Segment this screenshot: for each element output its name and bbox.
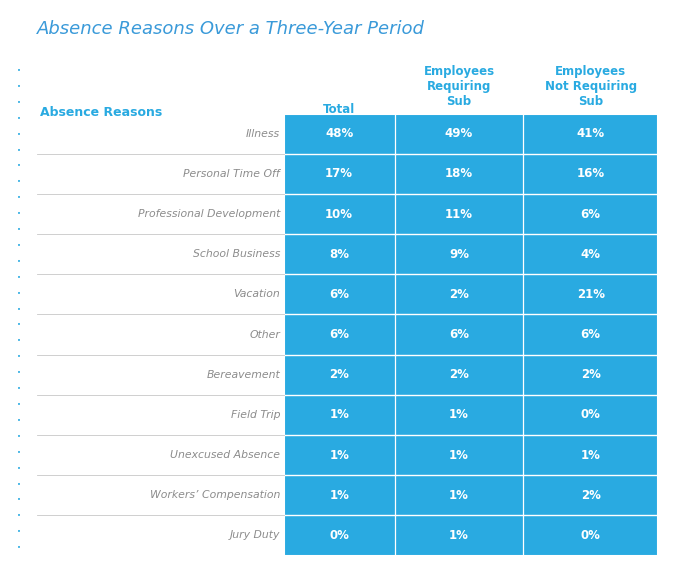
Text: •: •	[17, 450, 21, 456]
Text: 2%: 2%	[329, 368, 349, 381]
Text: •: •	[17, 100, 21, 106]
Bar	[284, 154, 658, 194]
Text: •: •	[17, 179, 21, 185]
Text: •: •	[17, 132, 21, 137]
Text: 21%: 21%	[576, 288, 605, 301]
Bar	[284, 234, 658, 274]
Text: 4%: 4%	[580, 248, 601, 261]
Text: 0%: 0%	[329, 529, 349, 542]
Text: 41%: 41%	[576, 127, 605, 140]
Text: •: •	[17, 386, 21, 392]
Text: •: •	[17, 354, 21, 360]
Text: 1%: 1%	[449, 449, 469, 462]
Text: •: •	[17, 291, 21, 296]
Bar	[284, 395, 658, 435]
Text: 1%: 1%	[329, 408, 349, 421]
Text: Absence Reasons: Absence Reasons	[40, 106, 163, 119]
Bar	[284, 354, 658, 395]
Text: Other: Other	[249, 329, 280, 340]
Text: 8%: 8%	[329, 248, 349, 261]
Text: 0%: 0%	[580, 529, 601, 542]
Bar	[284, 274, 658, 315]
Bar	[284, 114, 658, 154]
Bar	[284, 435, 658, 475]
Text: •: •	[17, 339, 21, 344]
Bar	[284, 515, 658, 556]
Text: 2%: 2%	[580, 488, 601, 502]
Text: 1%: 1%	[580, 449, 601, 462]
Text: •: •	[17, 466, 21, 471]
Text: •: •	[17, 434, 21, 440]
Text: •: •	[17, 307, 21, 312]
Bar	[284, 114, 658, 556]
Text: Employees
Not Requiring
Sub: Employees Not Requiring Sub	[545, 65, 637, 108]
Text: Workers’ Compensation: Workers’ Compensation	[150, 490, 280, 500]
Text: •: •	[17, 370, 21, 376]
Text: •: •	[17, 68, 21, 74]
Text: 2%: 2%	[449, 368, 469, 381]
Text: 2%: 2%	[449, 288, 469, 301]
Text: 1%: 1%	[329, 488, 349, 502]
Text: •: •	[17, 275, 21, 281]
Text: 11%: 11%	[445, 207, 473, 220]
Text: Absence Reasons Over a Three-Year Period: Absence Reasons Over a Three-Year Period	[37, 20, 425, 38]
Text: Employees
Requiring
Sub: Employees Requiring Sub	[423, 65, 495, 108]
Text: 2%: 2%	[580, 368, 601, 381]
Text: 10%: 10%	[325, 207, 353, 220]
Text: 17%: 17%	[325, 168, 353, 181]
Bar	[284, 194, 658, 234]
Text: •: •	[17, 243, 21, 249]
Text: 9%: 9%	[449, 248, 469, 261]
Text: 6%: 6%	[580, 328, 601, 341]
Text: 6%: 6%	[449, 328, 469, 341]
Text: •: •	[17, 402, 21, 408]
Text: •: •	[17, 513, 21, 519]
Text: •: •	[17, 498, 21, 503]
Text: 18%: 18%	[445, 168, 473, 181]
Text: Field Trip: Field Trip	[231, 410, 280, 420]
Text: •: •	[17, 84, 21, 90]
Text: •: •	[17, 259, 21, 265]
Text: Vacation: Vacation	[234, 289, 280, 299]
Text: •: •	[17, 482, 21, 487]
Text: 0%: 0%	[580, 408, 601, 421]
Text: •: •	[17, 148, 21, 153]
Text: •: •	[17, 545, 21, 551]
Text: 6%: 6%	[580, 207, 601, 220]
Text: Jury Duty: Jury Duty	[230, 531, 280, 540]
Text: 1%: 1%	[449, 488, 469, 502]
Text: •: •	[17, 529, 21, 535]
Text: 48%: 48%	[325, 127, 353, 140]
Bar	[284, 475, 658, 515]
Text: 1%: 1%	[449, 408, 469, 421]
Text: Unexcused Absence: Unexcused Absence	[170, 450, 280, 460]
Text: •: •	[17, 211, 21, 217]
Text: •: •	[17, 323, 21, 328]
Text: Illness: Illness	[246, 129, 280, 139]
Text: •: •	[17, 418, 21, 424]
Text: Professional Development: Professional Development	[138, 209, 280, 219]
Text: Bereavement: Bereavement	[207, 370, 280, 380]
Text: School Business: School Business	[193, 249, 280, 259]
Text: 6%: 6%	[329, 328, 349, 341]
Text: 16%: 16%	[576, 168, 605, 181]
Text: •: •	[17, 164, 21, 169]
Text: •: •	[17, 227, 21, 233]
Text: 6%: 6%	[329, 288, 349, 301]
Text: Total: Total	[323, 103, 355, 116]
Bar	[284, 315, 658, 354]
Text: •: •	[17, 116, 21, 122]
Text: 1%: 1%	[449, 529, 469, 542]
Text: Personal Time Off: Personal Time Off	[184, 169, 280, 179]
Text: 1%: 1%	[329, 449, 349, 462]
Text: 49%: 49%	[445, 127, 473, 140]
Text: •: •	[17, 195, 21, 201]
